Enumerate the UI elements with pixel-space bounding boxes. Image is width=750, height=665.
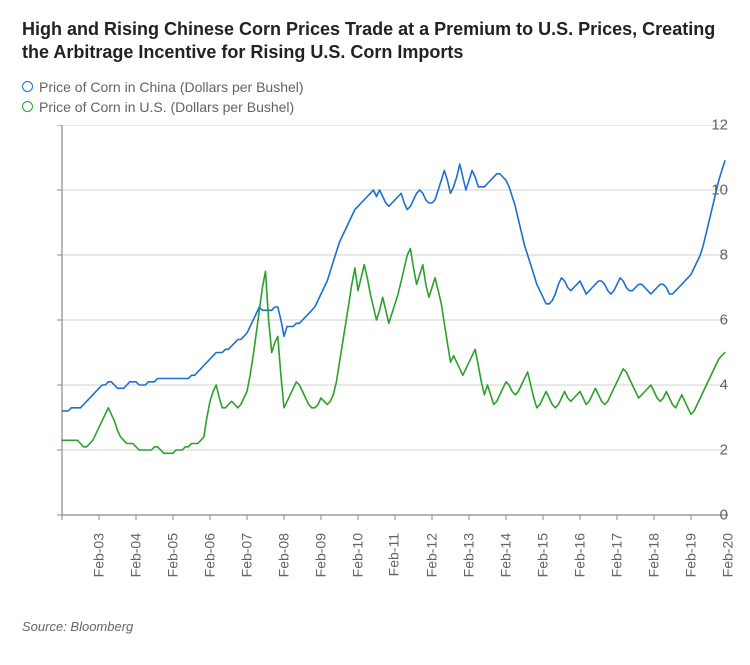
x-tick-label: Feb-09 <box>312 533 328 577</box>
x-tick-label: Feb-04 <box>127 533 143 577</box>
x-tick-label: Feb-08 <box>275 533 291 577</box>
x-tick-label: Feb-18 <box>645 533 661 577</box>
y-tick-label: 2 <box>698 441 728 458</box>
legend-item-us: Price of Corn in U.S. (Dollars per Bushe… <box>22 99 728 115</box>
series-us <box>62 248 725 453</box>
x-tick-label: Feb-15 <box>534 533 550 577</box>
y-tick-label: 10 <box>698 181 728 198</box>
x-tick-label: Feb-14 <box>497 533 513 577</box>
legend-swatch-us <box>22 101 33 112</box>
x-tick-label: Feb-07 <box>238 533 254 577</box>
y-tick-label: 0 <box>698 506 728 523</box>
series-china <box>62 161 725 411</box>
x-tick-label: Feb-10 <box>349 533 365 577</box>
y-tick-label: 4 <box>698 376 728 393</box>
legend-item-china: Price of Corn in China (Dollars per Bush… <box>22 79 728 95</box>
x-tick-label: Feb-11 <box>385 533 401 576</box>
x-tick-label: Feb-16 <box>571 533 587 577</box>
chart-svg <box>22 125 728 565</box>
x-tick-label: Feb-12 <box>423 533 439 577</box>
x-tick-label: Feb-19 <box>682 533 698 577</box>
chart: 024681012 Feb-03Feb-04Feb-05Feb-06Feb-07… <box>22 125 728 565</box>
x-tick-label: Feb-06 <box>201 533 217 577</box>
x-tick-label: Feb-20 <box>719 533 735 577</box>
source-attribution: Source: Bloomberg <box>22 619 728 634</box>
x-tick-label: Feb-13 <box>460 533 476 577</box>
y-tick-label: 6 <box>698 311 728 328</box>
legend-swatch-china <box>22 81 33 92</box>
x-tick-label: Feb-05 <box>164 533 180 577</box>
x-tick-label: Feb-17 <box>608 533 624 577</box>
legend-label-china: Price of Corn in China (Dollars per Bush… <box>39 79 304 95</box>
chart-title: High and Rising Chinese Corn Prices Trad… <box>22 18 728 65</box>
legend: Price of Corn in China (Dollars per Bush… <box>22 79 728 115</box>
y-tick-label: 8 <box>698 246 728 263</box>
x-tick-label: Feb-03 <box>90 533 106 577</box>
y-tick-label: 12 <box>698 116 728 133</box>
legend-label-us: Price of Corn in U.S. (Dollars per Bushe… <box>39 99 294 115</box>
